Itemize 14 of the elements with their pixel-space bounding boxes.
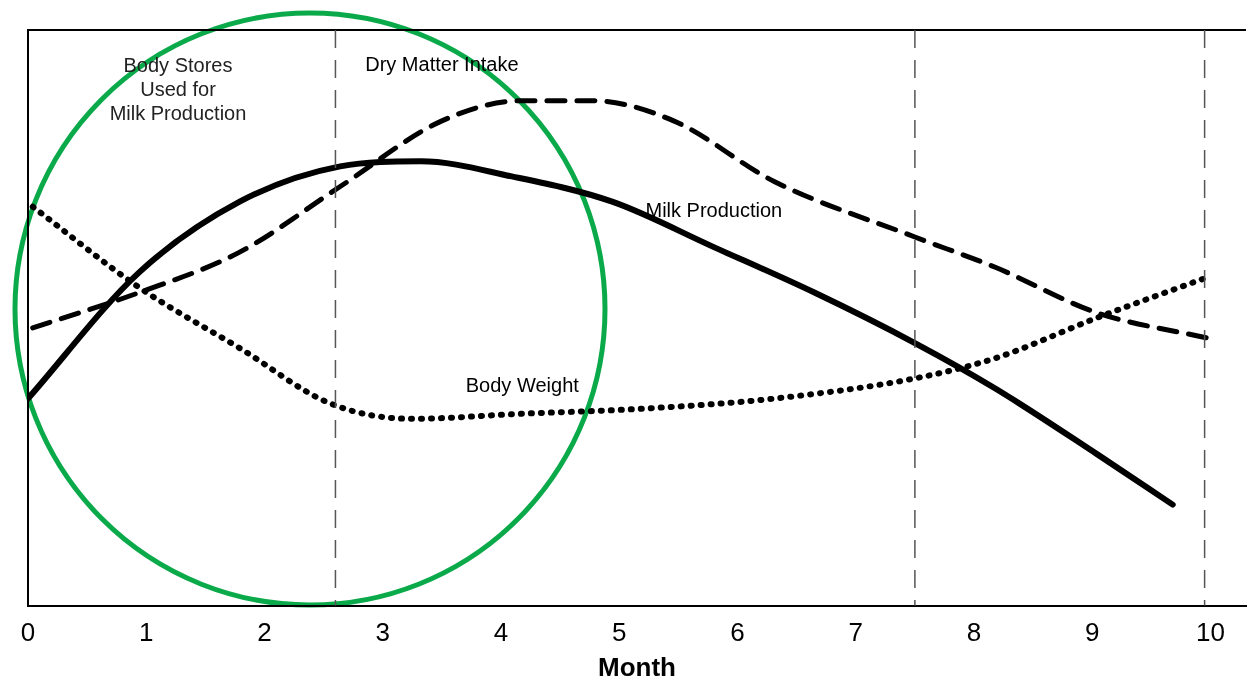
x-tick-label: 10 [1196,617,1225,648]
series-label: Body Weight [465,373,580,396]
x-axis-title: Month [598,651,676,682]
x-tick-label: 0 [20,617,36,648]
x-tick-label: 7 [848,617,863,648]
x-tick-label: 3 [375,617,390,648]
x-tick-label: 5 [612,617,627,648]
x-tick-label: 2 [257,617,272,648]
x-tick-label: 1 [139,617,154,648]
x-tick-label: 6 [730,617,745,648]
series-label: Milk Production [645,199,783,222]
x-tick-label: 9 [1085,617,1100,648]
x-tick-label: 8 [966,617,982,648]
x-tick-label: 4 [493,617,509,648]
